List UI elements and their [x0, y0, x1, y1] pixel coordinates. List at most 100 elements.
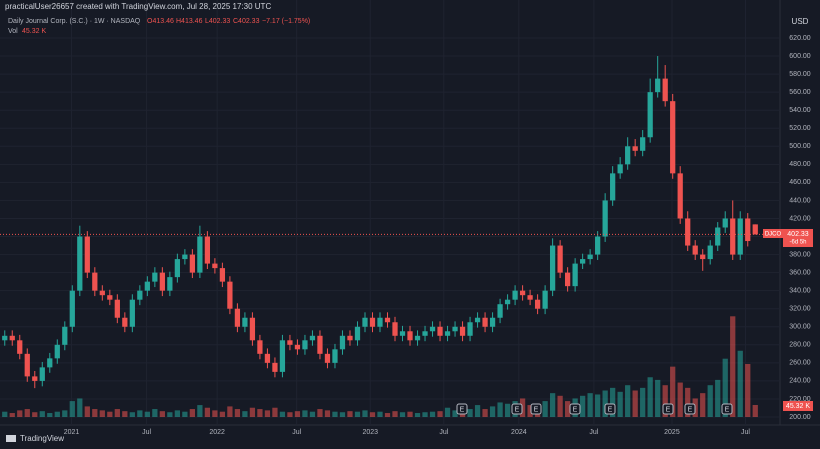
volume-bar: [32, 412, 38, 417]
volume-bar: [542, 401, 548, 417]
x-tick-label: Jul: [589, 429, 598, 436]
candle-body: [572, 263, 578, 287]
candle-body: [107, 295, 113, 300]
volume-bar: [294, 411, 301, 417]
candle-body: [17, 340, 23, 354]
candle-body: [482, 317, 488, 327]
volume-bar: [662, 385, 668, 417]
candle-body: [752, 224, 758, 235]
candle-body: [167, 277, 173, 291]
y-tick-label: 480.00: [789, 161, 811, 168]
volume-bar: [437, 411, 443, 417]
volume-bar: [707, 385, 713, 417]
candle-body: [730, 218, 736, 255]
earnings-marker: [721, 403, 733, 415]
y-tick-label: 440.00: [789, 197, 811, 204]
volume-bar: [474, 405, 481, 417]
volume-bar: [422, 412, 428, 417]
candle-body: [632, 146, 638, 151]
candle-body: [459, 326, 466, 336]
candle-body: [422, 331, 428, 336]
volume-bar: [519, 398, 526, 417]
candle-body: [377, 317, 383, 327]
y-tick-label: 380.00: [789, 251, 811, 258]
y-tick-label: 620.00: [789, 35, 811, 42]
x-tick-label: 2024: [511, 429, 527, 436]
volume-bar: [482, 409, 488, 417]
earnings-label: E: [608, 406, 613, 413]
candle-body: [489, 317, 496, 327]
tag-symbol: DJCO: [765, 232, 782, 238]
candle-body: [617, 164, 623, 174]
legend-symbol: Daily Journal Corp. (S.C.) · 1W · NASDAQ: [8, 18, 141, 25]
volume-bar: [647, 377, 653, 417]
volume-bar: [444, 407, 451, 417]
candle-body: [249, 317, 256, 341]
y-tick-label: 600.00: [789, 53, 811, 60]
volume-bar: [39, 411, 45, 417]
volume-bar: [414, 413, 421, 417]
x-tick-label: Jul: [142, 429, 151, 436]
volume-bar: [407, 411, 413, 417]
volume-bar: [77, 398, 83, 417]
volume-bar: [722, 358, 728, 417]
tag-price-bg: [783, 229, 813, 247]
y-tick-label: 420.00: [789, 215, 811, 222]
candle-body: [610, 173, 616, 201]
candle-body: [2, 335, 8, 341]
candle-body: [137, 290, 143, 300]
candle-body: [444, 331, 451, 336]
candle-body: [84, 236, 90, 273]
candle-body: [745, 218, 751, 242]
brand-logo: [6, 435, 16, 442]
volume-bar: [264, 410, 271, 417]
earnings-label: E: [515, 406, 520, 413]
candle-body: [174, 259, 180, 278]
volume-bar: [369, 412, 376, 417]
candle-body: [685, 218, 691, 246]
candle-body: [189, 254, 196, 273]
y-tick-label: 360.00: [789, 269, 811, 276]
volume-bar: [54, 411, 60, 417]
earnings-marker: [511, 403, 523, 415]
legend-volume-value: 45.32 K: [22, 28, 46, 35]
volume-bar: [62, 410, 68, 417]
volume-bar: [625, 385, 631, 417]
candle-body: [182, 254, 188, 260]
volume-bar: [685, 387, 691, 417]
header: practicalUser26657 created with TradingV…: [5, 2, 271, 11]
volume-bar: [99, 410, 105, 417]
volume-bar: [640, 387, 646, 417]
candle-body: [467, 322, 473, 336]
legend-volume: Vol: [8, 28, 18, 35]
volume-bar: [47, 413, 53, 417]
candle-body: [497, 304, 503, 318]
candle-body: [715, 227, 721, 246]
volume-bar: [287, 412, 293, 417]
candle-body: [542, 290, 548, 309]
candle-body: [700, 254, 706, 260]
volume-bar: [17, 410, 23, 417]
volume-bar: [24, 409, 30, 417]
candle-body: [287, 340, 293, 345]
volume-bar: [234, 409, 241, 417]
volume-bar: [152, 409, 158, 417]
candle-body: [595, 236, 601, 255]
candle-body: [219, 268, 226, 282]
legend-open: O413.46: [147, 18, 174, 25]
volume-bar: [92, 409, 98, 417]
y-tick-label: 520.00: [789, 125, 811, 132]
earnings-label: E: [725, 406, 730, 413]
volume-bar: [504, 403, 511, 417]
y-tick-label: 300.00: [789, 324, 811, 331]
volume-bar: [347, 411, 353, 417]
candle-body: [354, 326, 361, 341]
candle-body: [429, 326, 436, 332]
volume-bar: [549, 393, 556, 417]
candle-body: [399, 331, 406, 336]
candle-body: [640, 137, 646, 151]
volume-bar: [159, 411, 165, 417]
y-tick-label: 200.00: [789, 414, 811, 421]
candle-body: [317, 335, 323, 354]
x-tick-label: Jul: [741, 429, 750, 436]
